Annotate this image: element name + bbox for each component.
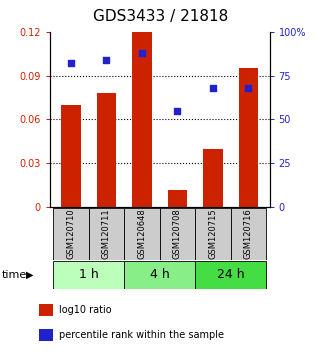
Bar — [203, 149, 223, 207]
Text: ▶: ▶ — [26, 270, 34, 280]
Text: 24 h: 24 h — [217, 268, 244, 281]
Text: percentile rank within the sample: percentile rank within the sample — [59, 330, 224, 339]
Point — [139, 50, 144, 56]
Bar — [53, 261, 124, 289]
Text: GSM120715: GSM120715 — [208, 209, 217, 259]
Bar — [97, 93, 116, 207]
Bar — [53, 208, 89, 260]
Point — [175, 108, 180, 114]
Bar — [160, 208, 195, 260]
Text: GSM120710: GSM120710 — [66, 209, 75, 259]
Point — [68, 61, 74, 66]
Bar — [89, 208, 124, 260]
Text: GSM120711: GSM120711 — [102, 209, 111, 259]
Bar — [230, 208, 266, 260]
Bar — [195, 261, 266, 289]
Bar — [39, 329, 53, 341]
Bar — [124, 208, 160, 260]
Bar — [132, 32, 152, 207]
Bar — [168, 190, 187, 207]
Point — [246, 85, 251, 91]
Bar — [239, 68, 258, 207]
Bar — [39, 304, 53, 316]
Text: GSM120716: GSM120716 — [244, 209, 253, 259]
Bar — [195, 208, 230, 260]
Text: GSM120648: GSM120648 — [137, 209, 146, 259]
Text: GSM120708: GSM120708 — [173, 209, 182, 259]
Text: time: time — [2, 270, 27, 280]
Text: log10 ratio: log10 ratio — [59, 306, 111, 315]
Point — [210, 85, 215, 91]
Text: 1 h: 1 h — [79, 268, 99, 281]
Bar — [61, 105, 81, 207]
Text: 4 h: 4 h — [150, 268, 169, 281]
Bar — [124, 261, 195, 289]
Point — [104, 57, 109, 63]
Text: GDS3433 / 21818: GDS3433 / 21818 — [93, 9, 228, 24]
